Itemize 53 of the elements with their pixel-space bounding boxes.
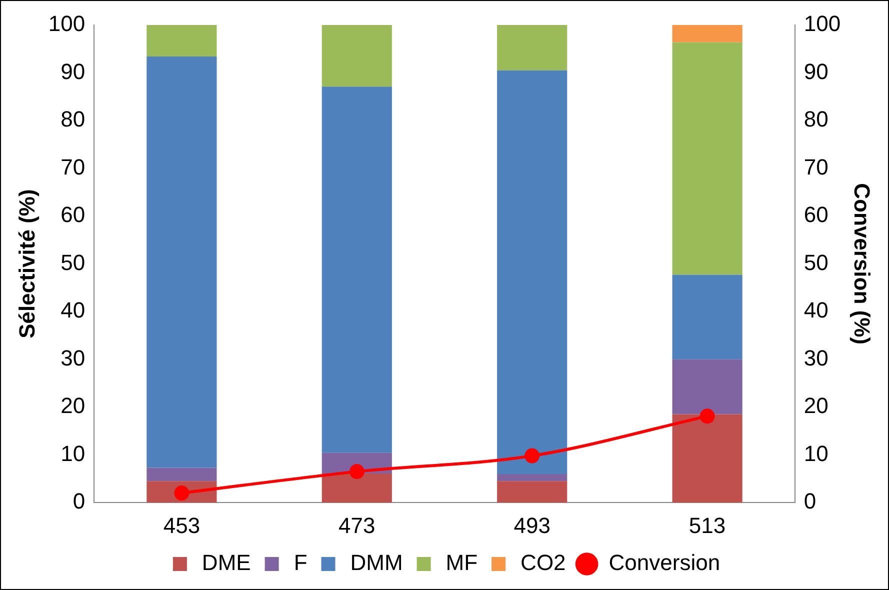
y-tick-label: 40 bbox=[60, 298, 86, 323]
bar bbox=[672, 414, 742, 503]
y-tick-label: 50 bbox=[60, 250, 86, 275]
legend-label: Conversion bbox=[608, 550, 720, 576]
bar bbox=[497, 481, 568, 503]
x-tick-label: 493 bbox=[514, 512, 550, 538]
point bbox=[700, 408, 715, 424]
y-tick-label: 70 bbox=[60, 154, 86, 180]
y-tick-label: 30 bbox=[60, 345, 86, 370]
bar bbox=[322, 473, 392, 503]
y2-tick-label: 70 bbox=[804, 154, 828, 180]
y-tick-label: 20 bbox=[60, 393, 86, 418]
y-tick-label: 0 bbox=[72, 488, 86, 514]
legend-label: F bbox=[294, 550, 308, 576]
y-tick-label: 10 bbox=[60, 440, 86, 466]
x-tick-label: 453 bbox=[163, 512, 200, 538]
y-axis-title: Sélectivité (%) bbox=[14, 189, 40, 338]
y2-axis-title: Conversion (%) bbox=[850, 183, 875, 344]
y2-tick-label: 30 bbox=[804, 345, 828, 370]
point bbox=[349, 464, 364, 480]
y2-tick-label: 100 bbox=[804, 11, 841, 36]
legend-label: MF bbox=[446, 550, 478, 576]
bar bbox=[672, 42, 742, 275]
y-tick-label: 80 bbox=[60, 106, 86, 132]
legend-label: DMM bbox=[350, 550, 403, 576]
bar bbox=[672, 274, 742, 360]
bar bbox=[497, 474, 568, 482]
y2-tick-label: 20 bbox=[804, 393, 828, 418]
bar bbox=[672, 359, 742, 414]
y-tick-label: 60 bbox=[60, 202, 86, 228]
bar bbox=[322, 25, 392, 87]
bar bbox=[322, 86, 392, 453]
bar bbox=[672, 25, 742, 42]
bar bbox=[497, 25, 568, 70]
bar bbox=[497, 70, 568, 474]
y2-tick-label: 10 bbox=[804, 440, 828, 466]
y2-tick-label: 60 bbox=[804, 202, 828, 228]
y2-tick-label: 90 bbox=[804, 58, 828, 84]
y2-tick-label: 0 bbox=[804, 488, 816, 514]
y-tick-label: 100 bbox=[48, 11, 86, 36]
bar bbox=[146, 56, 217, 468]
legend-label: CO2 bbox=[520, 550, 566, 576]
point bbox=[174, 486, 190, 501]
bar bbox=[146, 468, 217, 482]
y2-tick-label: 50 bbox=[804, 250, 828, 275]
point bbox=[524, 448, 540, 464]
y2-tick-label: 40 bbox=[804, 298, 828, 323]
x-tick-label: 513 bbox=[688, 512, 726, 538]
y-tick-label: 90 bbox=[60, 58, 86, 84]
x-tick-label: 473 bbox=[338, 512, 376, 538]
y2-tick-label: 80 bbox=[804, 106, 828, 132]
legend-label: DME bbox=[202, 550, 251, 576]
bar bbox=[146, 25, 217, 57]
